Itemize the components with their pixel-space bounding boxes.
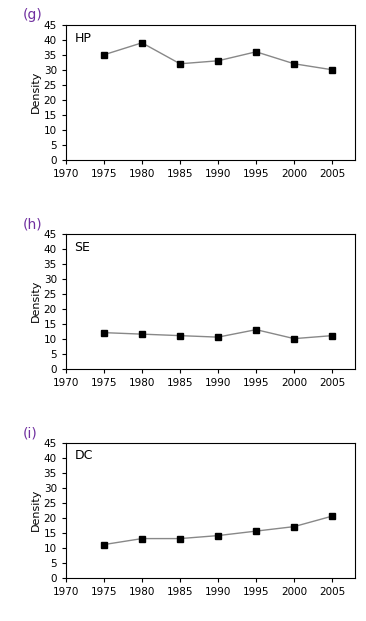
Text: (h): (h) (23, 217, 42, 231)
Y-axis label: Density: Density (31, 71, 41, 114)
Text: (i): (i) (23, 426, 37, 440)
Y-axis label: Density: Density (31, 489, 41, 532)
Text: SE: SE (75, 240, 90, 253)
Text: HP: HP (75, 32, 92, 45)
Text: (g): (g) (23, 8, 42, 22)
Text: DC: DC (75, 450, 93, 463)
Y-axis label: Density: Density (31, 280, 41, 322)
